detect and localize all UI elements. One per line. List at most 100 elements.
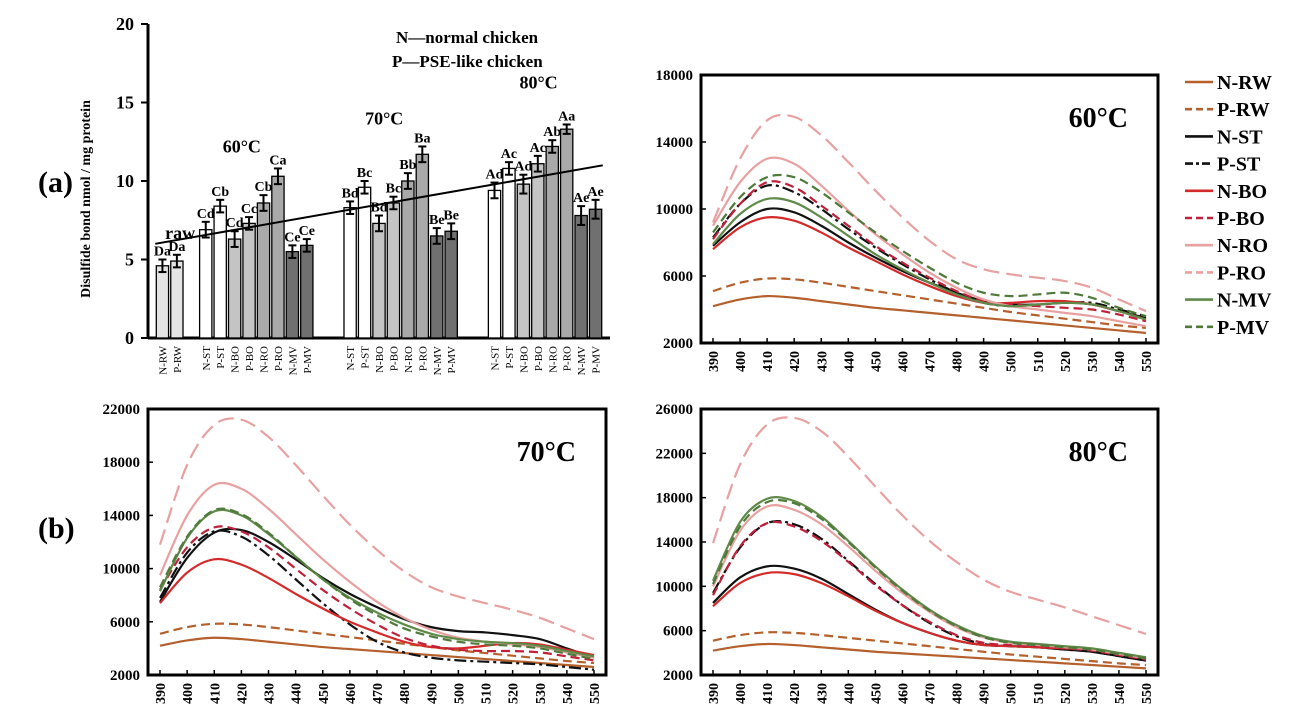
x-tick-label: 530 xyxy=(1086,683,1101,704)
group-label: 70°C xyxy=(365,108,403,128)
panel-label-a: (a) xyxy=(38,166,73,199)
legend-item-label: P-RO xyxy=(1217,262,1266,284)
x-tick-label: 400 xyxy=(181,683,196,704)
y-tick-label: 18000 xyxy=(103,455,141,471)
x-tick-label: 460 xyxy=(344,683,359,704)
x-tick-label: 490 xyxy=(425,683,440,704)
y-tick-label: 15 xyxy=(116,93,134,113)
bar xyxy=(531,163,545,339)
bar xyxy=(198,229,213,339)
chart-title: 70°C xyxy=(517,437,576,468)
x-category-label: N-RW xyxy=(157,345,169,374)
x-category-label: N-BO xyxy=(374,346,386,373)
x-tick-label: 420 xyxy=(788,351,803,372)
x-tick-label: 430 xyxy=(815,351,830,372)
fluorescence-chart-80c: 2000 6000 10000 14000 18000 22000 26000 390 400 4… xyxy=(656,402,1160,704)
x-category-label: P-ST xyxy=(215,346,227,369)
significance-label: Bd xyxy=(342,186,359,201)
x-tick-label: 520 xyxy=(1059,683,1074,704)
x-tick-label: 470 xyxy=(924,351,939,372)
x-category-label: P-ST xyxy=(360,346,372,369)
fluorescence-chart-70c: 2000 6000 10000 14000 18000 22000 390 400 410 420… xyxy=(103,402,608,704)
legend-normal-chicken: N—normal chicken xyxy=(396,28,539,47)
significance-label: Ac xyxy=(501,147,517,162)
x-tick-label: 500 xyxy=(452,683,467,704)
trend-line xyxy=(155,164,603,245)
significance-label: Cc xyxy=(241,202,257,217)
significance-label: Ae xyxy=(587,185,603,200)
bar xyxy=(372,222,386,339)
bar xyxy=(401,180,415,339)
x-tick-label: 460 xyxy=(896,351,911,372)
y-tick-label: 10000 xyxy=(656,579,694,595)
y-tick-label: 6000 xyxy=(110,615,140,631)
x-category-label: N-BO xyxy=(518,346,530,373)
x-category-label: N-MV xyxy=(576,346,588,375)
x-tick-label: 390 xyxy=(707,683,722,704)
series-line-n-bo xyxy=(712,215,1147,321)
x-category-label: P-ST xyxy=(504,346,516,369)
x-tick-label: 500 xyxy=(1005,351,1020,372)
bar xyxy=(588,208,603,339)
series-line-n-mv xyxy=(159,508,595,658)
bar xyxy=(357,186,372,339)
y-tick-label: 20 xyxy=(116,14,134,34)
legend-item-label: N-RO xyxy=(1217,235,1268,257)
series-line-p-ro xyxy=(711,416,1147,636)
panel-label-b: (b) xyxy=(38,512,75,545)
x-tick-label: 500 xyxy=(1005,683,1020,704)
series-line-n-ro xyxy=(158,481,595,659)
x-tick-label: 480 xyxy=(398,683,413,704)
x-category-label: N-ST xyxy=(201,346,213,371)
x-tick-label: 410 xyxy=(761,683,776,704)
chart-title: 80°C xyxy=(1069,437,1128,468)
x-tick-label: 420 xyxy=(235,683,250,704)
series-line-p-mv xyxy=(712,498,1147,660)
x-category-label: P-BO xyxy=(533,346,545,371)
x-tick-label: 520 xyxy=(1059,351,1074,372)
group-label: 60°C xyxy=(223,137,261,157)
x-tick-label: 470 xyxy=(371,683,386,704)
series-line-n-ro xyxy=(712,504,1147,660)
series-line-p-ro xyxy=(711,113,1147,313)
x-category-label: N-MV xyxy=(287,346,299,375)
y-tick-label: 14000 xyxy=(656,135,694,151)
x-tick-label: 460 xyxy=(896,683,911,704)
x-category-label: P-RO xyxy=(273,346,285,371)
x-tick-label: 410 xyxy=(761,351,776,372)
bar xyxy=(213,205,227,339)
x-category-label: P-RW xyxy=(172,345,184,373)
bar xyxy=(285,250,300,339)
series-line-p-st xyxy=(159,529,595,671)
x-tick-label: 540 xyxy=(1113,351,1128,372)
significance-label: Ce xyxy=(299,224,315,239)
series-line-p-mv xyxy=(712,173,1147,318)
x-tick-label: 430 xyxy=(815,683,830,704)
significance-label: Ab xyxy=(543,125,561,140)
x-tick-label: 480 xyxy=(951,351,966,372)
x-tick-label: 550 xyxy=(588,683,603,704)
x-tick-label: 490 xyxy=(978,683,993,704)
y-tick-label: 18000 xyxy=(656,68,694,84)
significance-label: Cb xyxy=(255,180,273,195)
group-label: 80°C xyxy=(519,72,557,92)
legend-item-label: N-BO xyxy=(1217,181,1267,203)
series-line-p-ro xyxy=(158,417,595,641)
series-line-p-bo xyxy=(159,525,595,662)
disulfide-bar-chart: 0 5 10 15 20 Disulfide bond nmol / mg protein… xyxy=(79,14,610,375)
x-category-label: N-RO xyxy=(547,346,559,373)
series-line-p-bo xyxy=(712,520,1147,661)
bar xyxy=(502,167,516,339)
y-tick-label: 2000 xyxy=(663,336,693,352)
x-tick-label: 510 xyxy=(1032,683,1047,704)
y-tick-label: 2000 xyxy=(110,668,140,684)
significance-label: Bb xyxy=(399,158,416,173)
y-tick-label: 10000 xyxy=(103,562,141,578)
y-tick-label: 18000 xyxy=(656,491,694,507)
legend-pse-chicken: P—PSE-like chicken xyxy=(392,52,543,71)
x-tick-label: 480 xyxy=(951,683,966,704)
bar xyxy=(415,153,430,339)
significance-label: Cd xyxy=(226,216,244,231)
x-tick-label: 540 xyxy=(1113,683,1128,704)
significance-label: Da xyxy=(168,240,185,255)
